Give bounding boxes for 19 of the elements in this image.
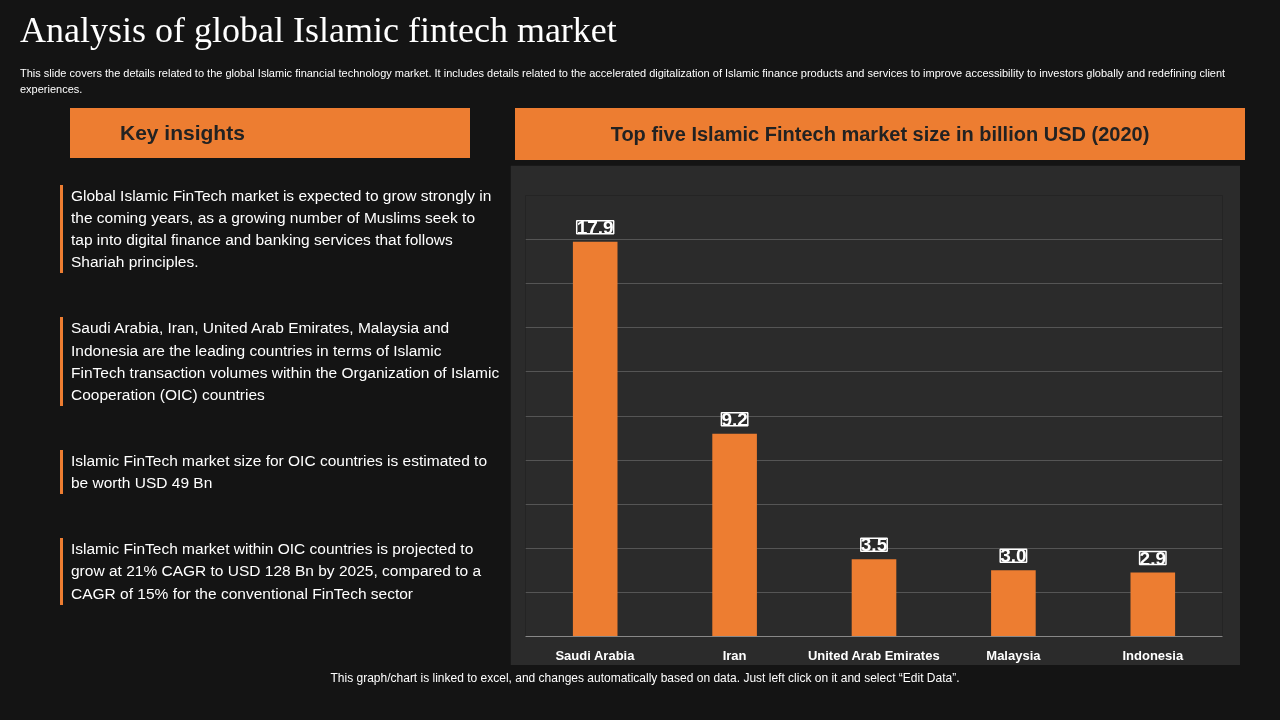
text: This slide covers the details related to the global Islamic financial technology market. It includes details related to the accelerated digitalization of Islamic finance products and services to improve accessibility to investors globally and redefining client experiences. [20, 66, 1227, 98]
x-tick-label: Saudi Arabia [555, 647, 636, 663]
text: Key insights [120, 119, 245, 146]
text: Analysis of global Islamic fintech market [20, 9, 617, 52]
text: Global Islamic FinTech market is expected to grow strongly in the coming years, as a growing number of Muslims seek to tap into digital finance and banking services that follows Shariah principles. [71, 185, 493, 273]
bar [851, 559, 897, 637]
bar [712, 434, 757, 637]
x-tick-label: United Arab Emirates [807, 647, 940, 663]
text: Islamic FinTech market size for OIC countries is estimated to be worth USD 49 Bn [71, 450, 489, 494]
bar [572, 242, 618, 637]
text: This graph/chart is linked to excel, and changes automatically based on data. Just left click on it and select “Edit Data”. [330, 670, 960, 688]
bar [1130, 572, 1176, 637]
x-tick-label: Malaysia [986, 647, 1042, 663]
text: Islamic FinTech market within OIC countries is projected to grow at 21% CAGR to USD 128 Bn by 2025, compared to a CAGR of 15% for the conventional FinTech sector [71, 539, 483, 604]
text: Saudi Arabia, Iran, United Arab Emirates, Malaysia and Indonesia are the leading countries in terms of Islamic FinTech transaction volumes within the Organization of Islamic Cooperation (OIC) countries [71, 318, 500, 405]
x-tick-label: Iran [722, 647, 747, 663]
bar [991, 570, 1036, 637]
chart-title: Top five Islamic Fintech market size in billion USD (2020) [610, 121, 1150, 147]
x-tick-label: Indonesia [1122, 647, 1184, 663]
